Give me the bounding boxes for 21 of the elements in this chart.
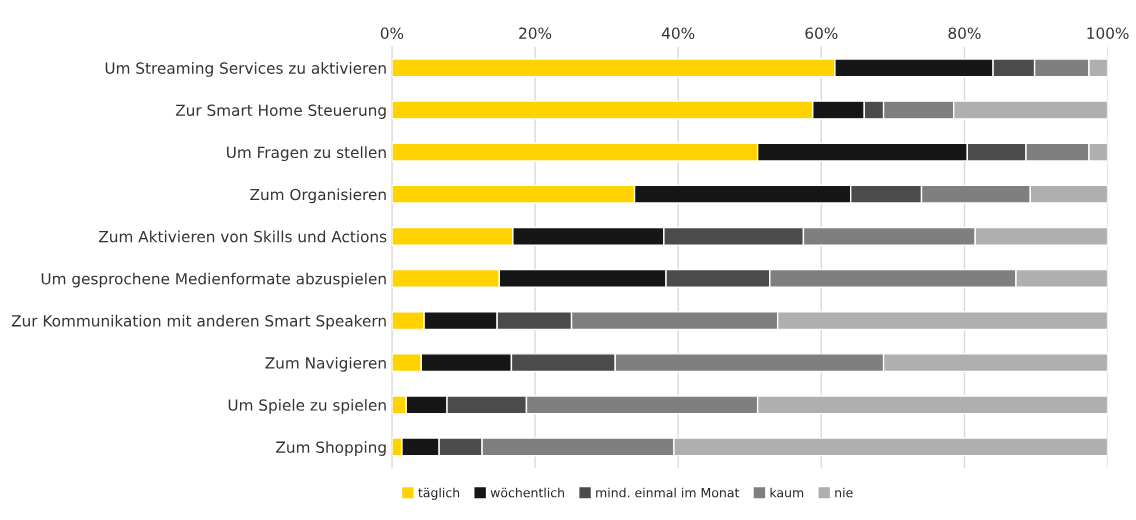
y-tick-label: Zur Smart Home Steuerung (175, 104, 386, 119)
y-tick-label: Zur Kommunikation mit anderen Smart Speakern (11, 314, 386, 330)
y-tick-label: Um Streaming Services zu aktivieren (105, 62, 386, 77)
x-tick-label: 100% (1087, 27, 1129, 39)
y-tick-label: Um Fragen zu stellen (227, 146, 386, 162)
y-tick-label: Zum Navigieren (265, 356, 386, 372)
y-tick-label: Um Spiele zu spielen (228, 399, 386, 414)
legend-label: täglich (418, 487, 460, 500)
legend-label: mind. einmal im Monat (596, 487, 740, 498)
x-tick-label: 40% (661, 27, 695, 39)
x-tick-label: 80% (948, 27, 981, 39)
legend-label: kaum (770, 487, 804, 498)
legend-label: nie (835, 487, 853, 498)
y-tick-label: Um gesprochene Medienformate abzuspielen (41, 272, 386, 288)
x-tick-label: 20% (519, 27, 552, 39)
y-tick-label: Zum Organisieren (250, 188, 386, 204)
legend-label: wöchentlich (490, 487, 564, 498)
y-tick-label: Zum Shopping (276, 441, 386, 456)
x-tick-label: 60% (805, 27, 838, 39)
y-tick-label: Zum Aktivieren von Skills und Actions (99, 230, 387, 243)
x-tick-label: 0% (380, 27, 404, 39)
